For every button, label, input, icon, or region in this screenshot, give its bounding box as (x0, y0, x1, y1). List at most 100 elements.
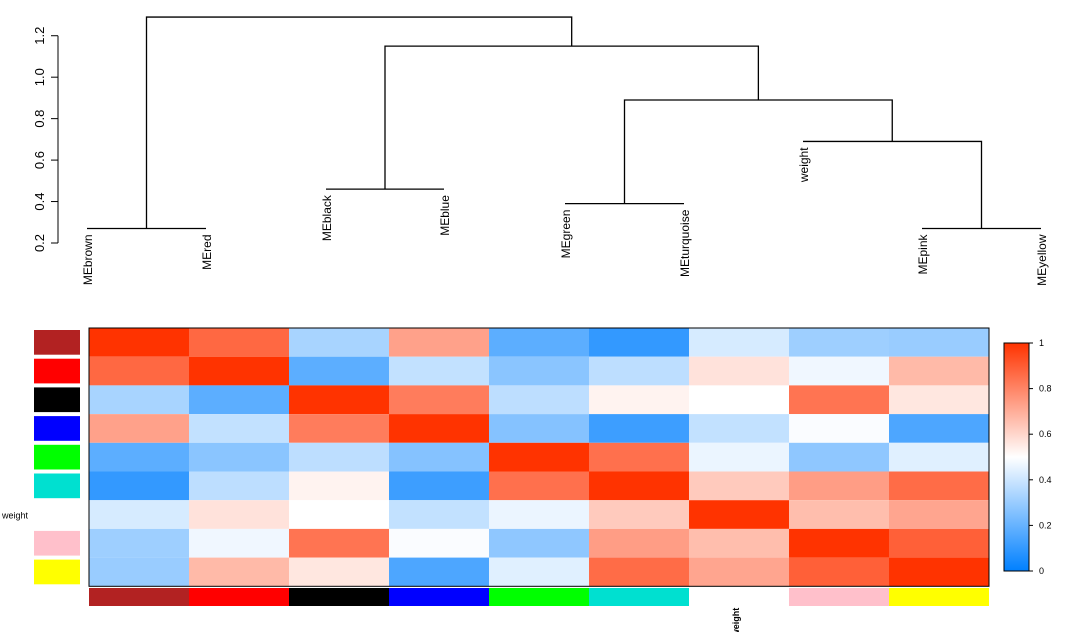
heatmap-cell (889, 385, 989, 415)
heatmap-cell (289, 557, 389, 587)
heatmap-cell (389, 557, 489, 587)
column-color-swatch (589, 588, 689, 606)
heatmap-cell (489, 385, 589, 415)
leaf-label: MEbrown (81, 234, 95, 285)
heatmap-cell (89, 557, 189, 587)
leaf-label: MEgreen (559, 210, 573, 259)
column-color-swatch (489, 588, 589, 606)
legend-tick-label: 0.2 (1039, 520, 1052, 530)
heatmap-cell (389, 328, 489, 357)
heatmap-cell (89, 328, 189, 357)
heatmap-row-color-bar: weight (1, 330, 80, 585)
column-label-weight: weight (731, 608, 741, 632)
y-tick-label: 0.8 (32, 110, 47, 128)
heatmap-cell (689, 528, 789, 558)
heatmap-cell (289, 500, 389, 529)
leaf-label: MEred (200, 234, 214, 269)
column-color-swatch (389, 588, 489, 606)
heatmap-cell (89, 528, 189, 558)
heatmap-cell (289, 528, 389, 558)
leaf-label: MEblue (438, 195, 452, 236)
legend-tick-label: 0 (1039, 566, 1044, 576)
column-color-swatch (189, 588, 289, 606)
heatmap-cell (889, 414, 989, 443)
heatmap-cell (589, 528, 689, 558)
column-color-swatch (889, 588, 989, 606)
row-color-swatch (34, 559, 80, 585)
heatmap-cell (489, 328, 589, 357)
heatmap-cell (889, 442, 989, 472)
heatmap-cell (489, 356, 589, 386)
heatmap-cell (489, 500, 589, 529)
y-tick-label: 0.2 (32, 234, 47, 252)
y-tick-label: 1.0 (32, 68, 47, 86)
heatmap-cell (889, 471, 989, 501)
heatmap-cell (789, 356, 889, 386)
heatmap-cell (889, 500, 989, 529)
heatmap-cell (689, 442, 789, 472)
heatmap-cell (589, 414, 689, 443)
heatmap-cell (89, 442, 189, 472)
dendrogram-y-axis: 0.2 0.4 0.6 0.8 1.0 1.2 (32, 27, 59, 252)
heatmap-cell (289, 356, 389, 386)
heatmap-cell (489, 442, 589, 472)
legend-tick-label: 1 (1039, 338, 1044, 348)
heatmap-cell (89, 414, 189, 443)
column-color-swatch (89, 588, 189, 606)
heatmap-cell (589, 385, 689, 415)
color-legend: 0 0.2 0.4 0.6 0.8 1 (1003, 338, 1052, 576)
heatmap-cell (389, 385, 489, 415)
heatmap-cell (789, 557, 889, 587)
heatmap-cell (889, 328, 989, 357)
row-color-swatch (34, 444, 80, 470)
dendrogram-branch (803, 140, 983, 229)
heatmap (88, 327, 990, 587)
heatmap-cell (689, 356, 789, 386)
heatmap-cell (189, 414, 289, 443)
heatmap-cell (289, 442, 389, 472)
leaf-label: MEturquoise (678, 209, 692, 277)
leaf-label: MEpink (916, 233, 930, 274)
heatmap-cell (789, 385, 889, 415)
heatmap-cell (189, 328, 289, 357)
heatmap-cell (289, 471, 389, 501)
legend-color-bar (1003, 342, 1030, 572)
dendrogram (87, 16, 1041, 230)
heatmap-border (88, 327, 990, 587)
leaf-label: MEblack (320, 194, 334, 241)
heatmap-cell (589, 471, 689, 501)
heatmap-cell (589, 328, 689, 357)
heatmap-cell (889, 356, 989, 386)
legend-tick-label: 0.8 (1039, 384, 1052, 394)
heatmap-cell (889, 528, 989, 558)
row-color-swatch (34, 416, 80, 441)
heatmap-cell (89, 471, 189, 501)
heatmap-cell (89, 500, 189, 529)
heatmap-cell (689, 414, 789, 443)
legend-tick-label: 0.4 (1039, 475, 1052, 485)
heatmap-cell (189, 385, 289, 415)
heatmap-cell (489, 528, 589, 558)
heatmap-cell (289, 414, 389, 443)
heatmap-cell (589, 557, 689, 587)
heatmap-cell (589, 500, 689, 529)
y-tick-label: 0.6 (32, 151, 47, 169)
heatmap-cell (489, 414, 589, 443)
heatmap-cell (189, 471, 289, 501)
heatmap-cell (189, 528, 289, 558)
row-color-swatch (34, 502, 80, 527)
heatmap-cell (689, 500, 789, 529)
heatmap-cell (489, 557, 589, 587)
heatmap-cell (789, 471, 889, 501)
heatmap-cell (89, 385, 189, 415)
heatmap-cell (389, 414, 489, 443)
heatmap-cell (189, 500, 289, 529)
heatmap-cell (689, 328, 789, 357)
row-color-swatch (34, 473, 80, 499)
heatmap-cell (689, 385, 789, 415)
row-color-swatch (34, 387, 80, 413)
heatmap-cell (789, 500, 889, 529)
heatmap-cell (89, 356, 189, 386)
heatmap-cell (389, 528, 489, 558)
